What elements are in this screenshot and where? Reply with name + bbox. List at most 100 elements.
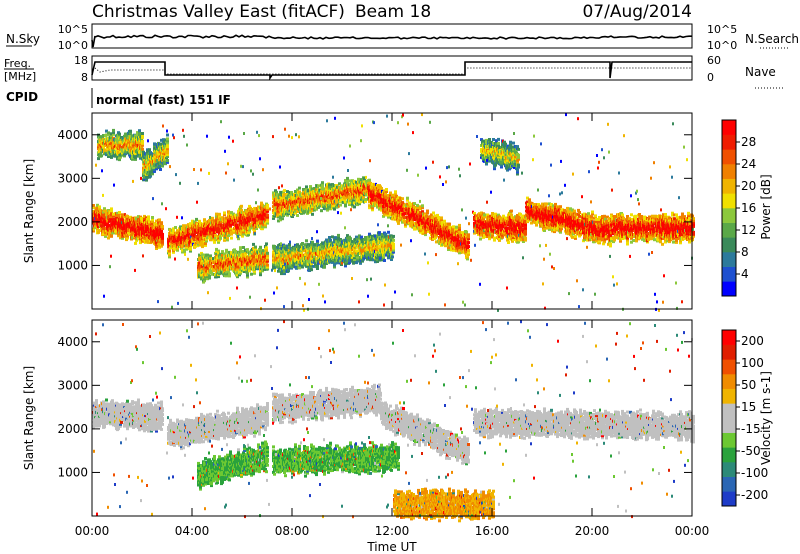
range-cell [237,262,240,266]
range-cell [286,190,289,194]
range-cell [114,154,117,158]
range-cell [185,228,188,232]
range-cell [271,268,273,272]
range-cell [223,252,226,256]
range-cell [112,130,115,134]
range-cell [166,147,169,151]
range-cell [273,266,276,270]
range-cell [129,221,132,225]
range-cell [101,143,104,147]
range-cell [156,225,159,228]
range-cell [252,254,255,258]
range-cell [203,277,206,281]
range-cell [226,238,229,242]
range-cell [105,211,108,215]
range-cell [238,253,241,257]
range-cell [104,231,107,234]
nsky-label: N.Sky [6,32,40,46]
range-cell [235,269,238,273]
range-cell [192,232,195,236]
range-cell [246,263,249,267]
range-cell [107,155,110,158]
frequency-panel: Freq. [MHz] 18 8 60 0 Nave [4,54,785,89]
range-cell [119,144,121,148]
range-cell [140,176,142,180]
range-cell [158,234,161,238]
range-cell [166,129,168,133]
range-cell [222,264,225,268]
range-cell [215,212,218,216]
range-cell [243,132,245,135]
range-cell [177,301,179,305]
range-cell [249,265,252,269]
range-cell [129,131,132,135]
range-cell [102,232,105,236]
range-cell [248,261,251,265]
range-cell [155,243,158,247]
range-cell [92,227,95,231]
range-cell [110,207,113,211]
range-cell [128,232,131,236]
range-cell [102,193,104,197]
range-cell [218,272,221,276]
range-cell [159,144,162,148]
range-cell [123,233,126,237]
range-cell [248,222,251,226]
range-cell [129,151,132,155]
range-cell [127,230,130,234]
range-cell [132,143,135,147]
range-cell [223,213,226,217]
range-cell [298,186,301,190]
range-cell [180,243,183,246]
range-cell [274,195,277,199]
range-cell [230,230,233,234]
range-cell [258,251,261,255]
range-cell [386,114,388,118]
range-cell [156,228,159,232]
range-cell [191,227,194,231]
range-cell [164,160,167,164]
range-cell [262,168,264,172]
range-cell [112,128,115,132]
range-cell [173,136,175,140]
range-cell [192,236,195,240]
range-cell [269,207,271,211]
range-cell [316,239,319,243]
range-cell [253,230,256,234]
range-cell [145,178,148,182]
range-cell [101,169,103,173]
range-cell [169,165,171,169]
range-cell [119,230,122,234]
range-cell [266,221,269,225]
range-cell [260,219,263,223]
range-cell [265,250,268,254]
range-cell [110,211,113,215]
range-cell [320,209,323,213]
range-cell [205,255,208,259]
range-cell [266,215,269,219]
range-cell [97,211,100,215]
range-cell [139,239,142,243]
range-cell [198,219,201,223]
range-cell [273,247,276,250]
range-cell [203,279,206,283]
range-cell [135,233,138,236]
range-cell [108,219,111,223]
range-cell [259,273,262,277]
range-cell [264,298,266,302]
range-cell [244,252,247,256]
range-cell [161,236,164,240]
range-cell [221,250,224,254]
nave-trace [94,67,692,75]
range-cell [234,261,237,265]
freq-trace [91,61,692,81]
range-cell [167,237,170,241]
range-cell [190,231,193,235]
range-cell [241,224,244,228]
range-cell [109,145,112,149]
range-cell [168,255,171,259]
range-cell [236,227,239,231]
range-cell [229,228,232,232]
range-cell [223,268,226,272]
noise-panel: N.Sky 10^5 10^0 10^5 10^0 N.Search [6,23,799,52]
